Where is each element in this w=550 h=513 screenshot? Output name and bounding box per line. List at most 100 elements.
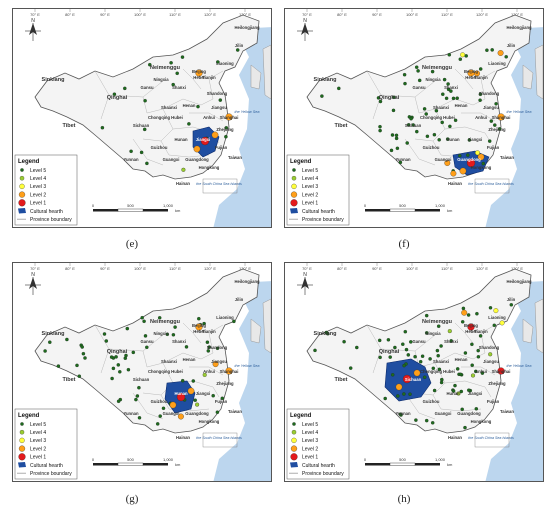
province-boundary xyxy=(480,324,496,354)
province-label: Gansu xyxy=(412,339,425,344)
city-dot xyxy=(81,351,86,356)
city-dot xyxy=(416,69,420,73)
city-dot xyxy=(224,134,228,139)
province-boundary xyxy=(132,392,164,420)
city-dot xyxy=(434,108,439,113)
province-boundary xyxy=(208,70,224,100)
city-dot xyxy=(134,397,138,402)
city-dot xyxy=(392,95,396,100)
province-label: Shandong xyxy=(479,91,500,96)
province-label: Henan xyxy=(183,103,196,108)
city-dot xyxy=(129,149,133,154)
longitude-label: 90° E xyxy=(372,266,382,271)
neighbor-land xyxy=(250,318,262,344)
scale-label: 0 xyxy=(364,457,367,462)
panel-caption: (e) xyxy=(125,238,139,250)
city-dot xyxy=(402,72,407,77)
province-boundary xyxy=(160,140,210,158)
province-label: Yunnan xyxy=(395,411,411,416)
city-dot xyxy=(459,389,464,394)
province-boundary xyxy=(142,350,184,368)
province-label: Hongkong xyxy=(199,419,220,424)
legend-label: Level 1 xyxy=(302,201,318,207)
city-dot xyxy=(418,359,423,364)
city-dot xyxy=(75,363,79,368)
legend-swatch xyxy=(292,168,296,172)
legend-label: Cultural hearth xyxy=(302,463,335,469)
city-dot xyxy=(158,414,162,418)
city-dot xyxy=(439,344,443,348)
sea-label: the South China Sea Islands xyxy=(468,436,514,440)
city-dot xyxy=(414,418,418,422)
province-label: Shanghai xyxy=(492,115,511,120)
sea-label: the South China Sea Islands xyxy=(196,436,242,440)
legend-label: Level 5 xyxy=(30,168,46,174)
province-label: Guizhou xyxy=(151,145,168,150)
province-label: Hubei xyxy=(171,115,183,120)
province-label: Hunan xyxy=(174,137,187,142)
city-dot xyxy=(143,98,147,103)
scale-label: 0 xyxy=(364,203,367,208)
city-dot xyxy=(442,77,447,82)
legend-label: Level 5 xyxy=(302,168,318,174)
province-label: Shandong xyxy=(479,345,500,350)
city-dot xyxy=(378,355,382,360)
longitude-label: 70° E xyxy=(302,266,312,271)
city-dot xyxy=(490,48,494,52)
city-dot xyxy=(197,316,201,321)
legend-label: Level 2 xyxy=(30,446,46,452)
province-label: Guangxi xyxy=(163,157,180,162)
province-boundary xyxy=(444,126,492,144)
city-dot xyxy=(441,92,445,96)
city-dot xyxy=(405,141,409,145)
longitude-label: 120° E xyxy=(204,12,216,17)
longitude-label: 120° E xyxy=(476,12,488,17)
legend-label: Level 4 xyxy=(30,430,46,436)
province-label: Shaanxi xyxy=(433,105,449,110)
legend-swatch xyxy=(291,183,297,190)
legend-swatch xyxy=(18,208,26,214)
city-dot xyxy=(114,355,118,359)
inset-frame xyxy=(474,178,510,194)
province-label: Jiangxi xyxy=(468,137,482,142)
city-dot xyxy=(446,82,450,86)
province-label: Jiangxi xyxy=(468,391,482,396)
province-boundary xyxy=(404,138,436,166)
map-svg: 70° E 80° E 90° E 100° E 110° E 120° E 130° E N… xyxy=(286,9,543,227)
city-dot xyxy=(476,348,480,353)
city-dot-major xyxy=(169,401,177,409)
city-dot-major xyxy=(176,392,186,402)
province-label: Hainan xyxy=(448,181,462,186)
province-label: Jilin xyxy=(507,43,516,48)
china-outline xyxy=(34,268,260,434)
city-dot xyxy=(348,366,353,370)
city-dot xyxy=(437,138,441,142)
province-boundary xyxy=(132,138,164,166)
longitude-label: 80° E xyxy=(65,12,75,17)
province-label: Shaanxi xyxy=(161,359,177,364)
map-svg: 70° E 80° E 90° E 100° E 110° E 120° E 130° E N… xyxy=(14,9,271,227)
city-dot xyxy=(83,356,87,360)
legend-swatch xyxy=(18,453,26,461)
city-dot xyxy=(398,412,403,416)
legend-label: Level 2 xyxy=(30,192,46,198)
province-label: Guangdong xyxy=(185,157,209,162)
city-dot xyxy=(467,388,471,392)
city-dot xyxy=(464,54,468,58)
legend-swatch xyxy=(292,422,296,426)
province-label: Henan xyxy=(455,357,468,362)
scale-label: 1,000 xyxy=(163,203,174,208)
province-label: Shaanxi xyxy=(433,359,449,364)
legend-label: Level 1 xyxy=(302,455,318,461)
city-dot xyxy=(394,133,399,138)
province-label: Gansu xyxy=(140,85,153,90)
city-dot xyxy=(145,345,149,350)
sea-label: the South China Sea Islands xyxy=(468,182,514,186)
province-boundary xyxy=(414,350,456,368)
city-dot xyxy=(406,123,411,127)
city-dot xyxy=(450,170,457,177)
legend-label: Cultural hearth xyxy=(30,209,63,215)
province-label: Chongqing xyxy=(148,369,171,374)
province-label: Guizhou xyxy=(423,399,440,404)
